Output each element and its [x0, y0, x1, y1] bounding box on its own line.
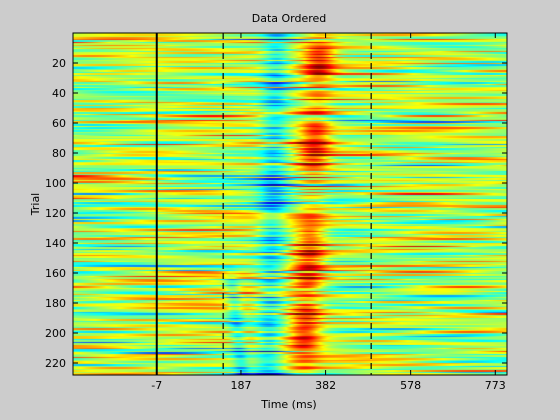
y-tick-label: 220 — [45, 357, 66, 370]
y-tick-label: 80 — [52, 147, 66, 160]
y-axis-ticks: 20 40 60 80 100 120 140 160 180 200 220 — [45, 57, 507, 370]
y-tick-label: 160 — [45, 267, 66, 280]
x-tick-label: 578 — [400, 379, 421, 392]
y-tick-label: 200 — [45, 327, 66, 340]
y-tick-label: 20 — [52, 57, 66, 70]
y-tick-label: 120 — [45, 207, 66, 220]
y-tick-label: 60 — [52, 117, 66, 130]
y-axis-title: Trial — [29, 193, 42, 216]
axes-frame — [72, 32, 508, 376]
x-axis-title: Time (ms) — [260, 398, 316, 411]
y-tick-label: 140 — [45, 237, 66, 250]
y-tick-label: 40 — [52, 87, 66, 100]
y-tick-label: 100 — [45, 177, 66, 190]
event-lines — [155, 33, 372, 375]
x-tick-label: 382 — [315, 379, 336, 392]
x-tick-label: -7 — [151, 379, 162, 392]
y-tick-label: 180 — [45, 297, 66, 310]
x-axis-ticks: -7 187 382 578 773 — [151, 33, 506, 392]
heatmap-canvas — [73, 33, 507, 375]
chart-title: Data Ordered — [252, 12, 327, 25]
heatmap-area — [73, 33, 507, 375]
x-tick-label: 773 — [485, 379, 506, 392]
x-tick-label: 187 — [230, 379, 251, 392]
